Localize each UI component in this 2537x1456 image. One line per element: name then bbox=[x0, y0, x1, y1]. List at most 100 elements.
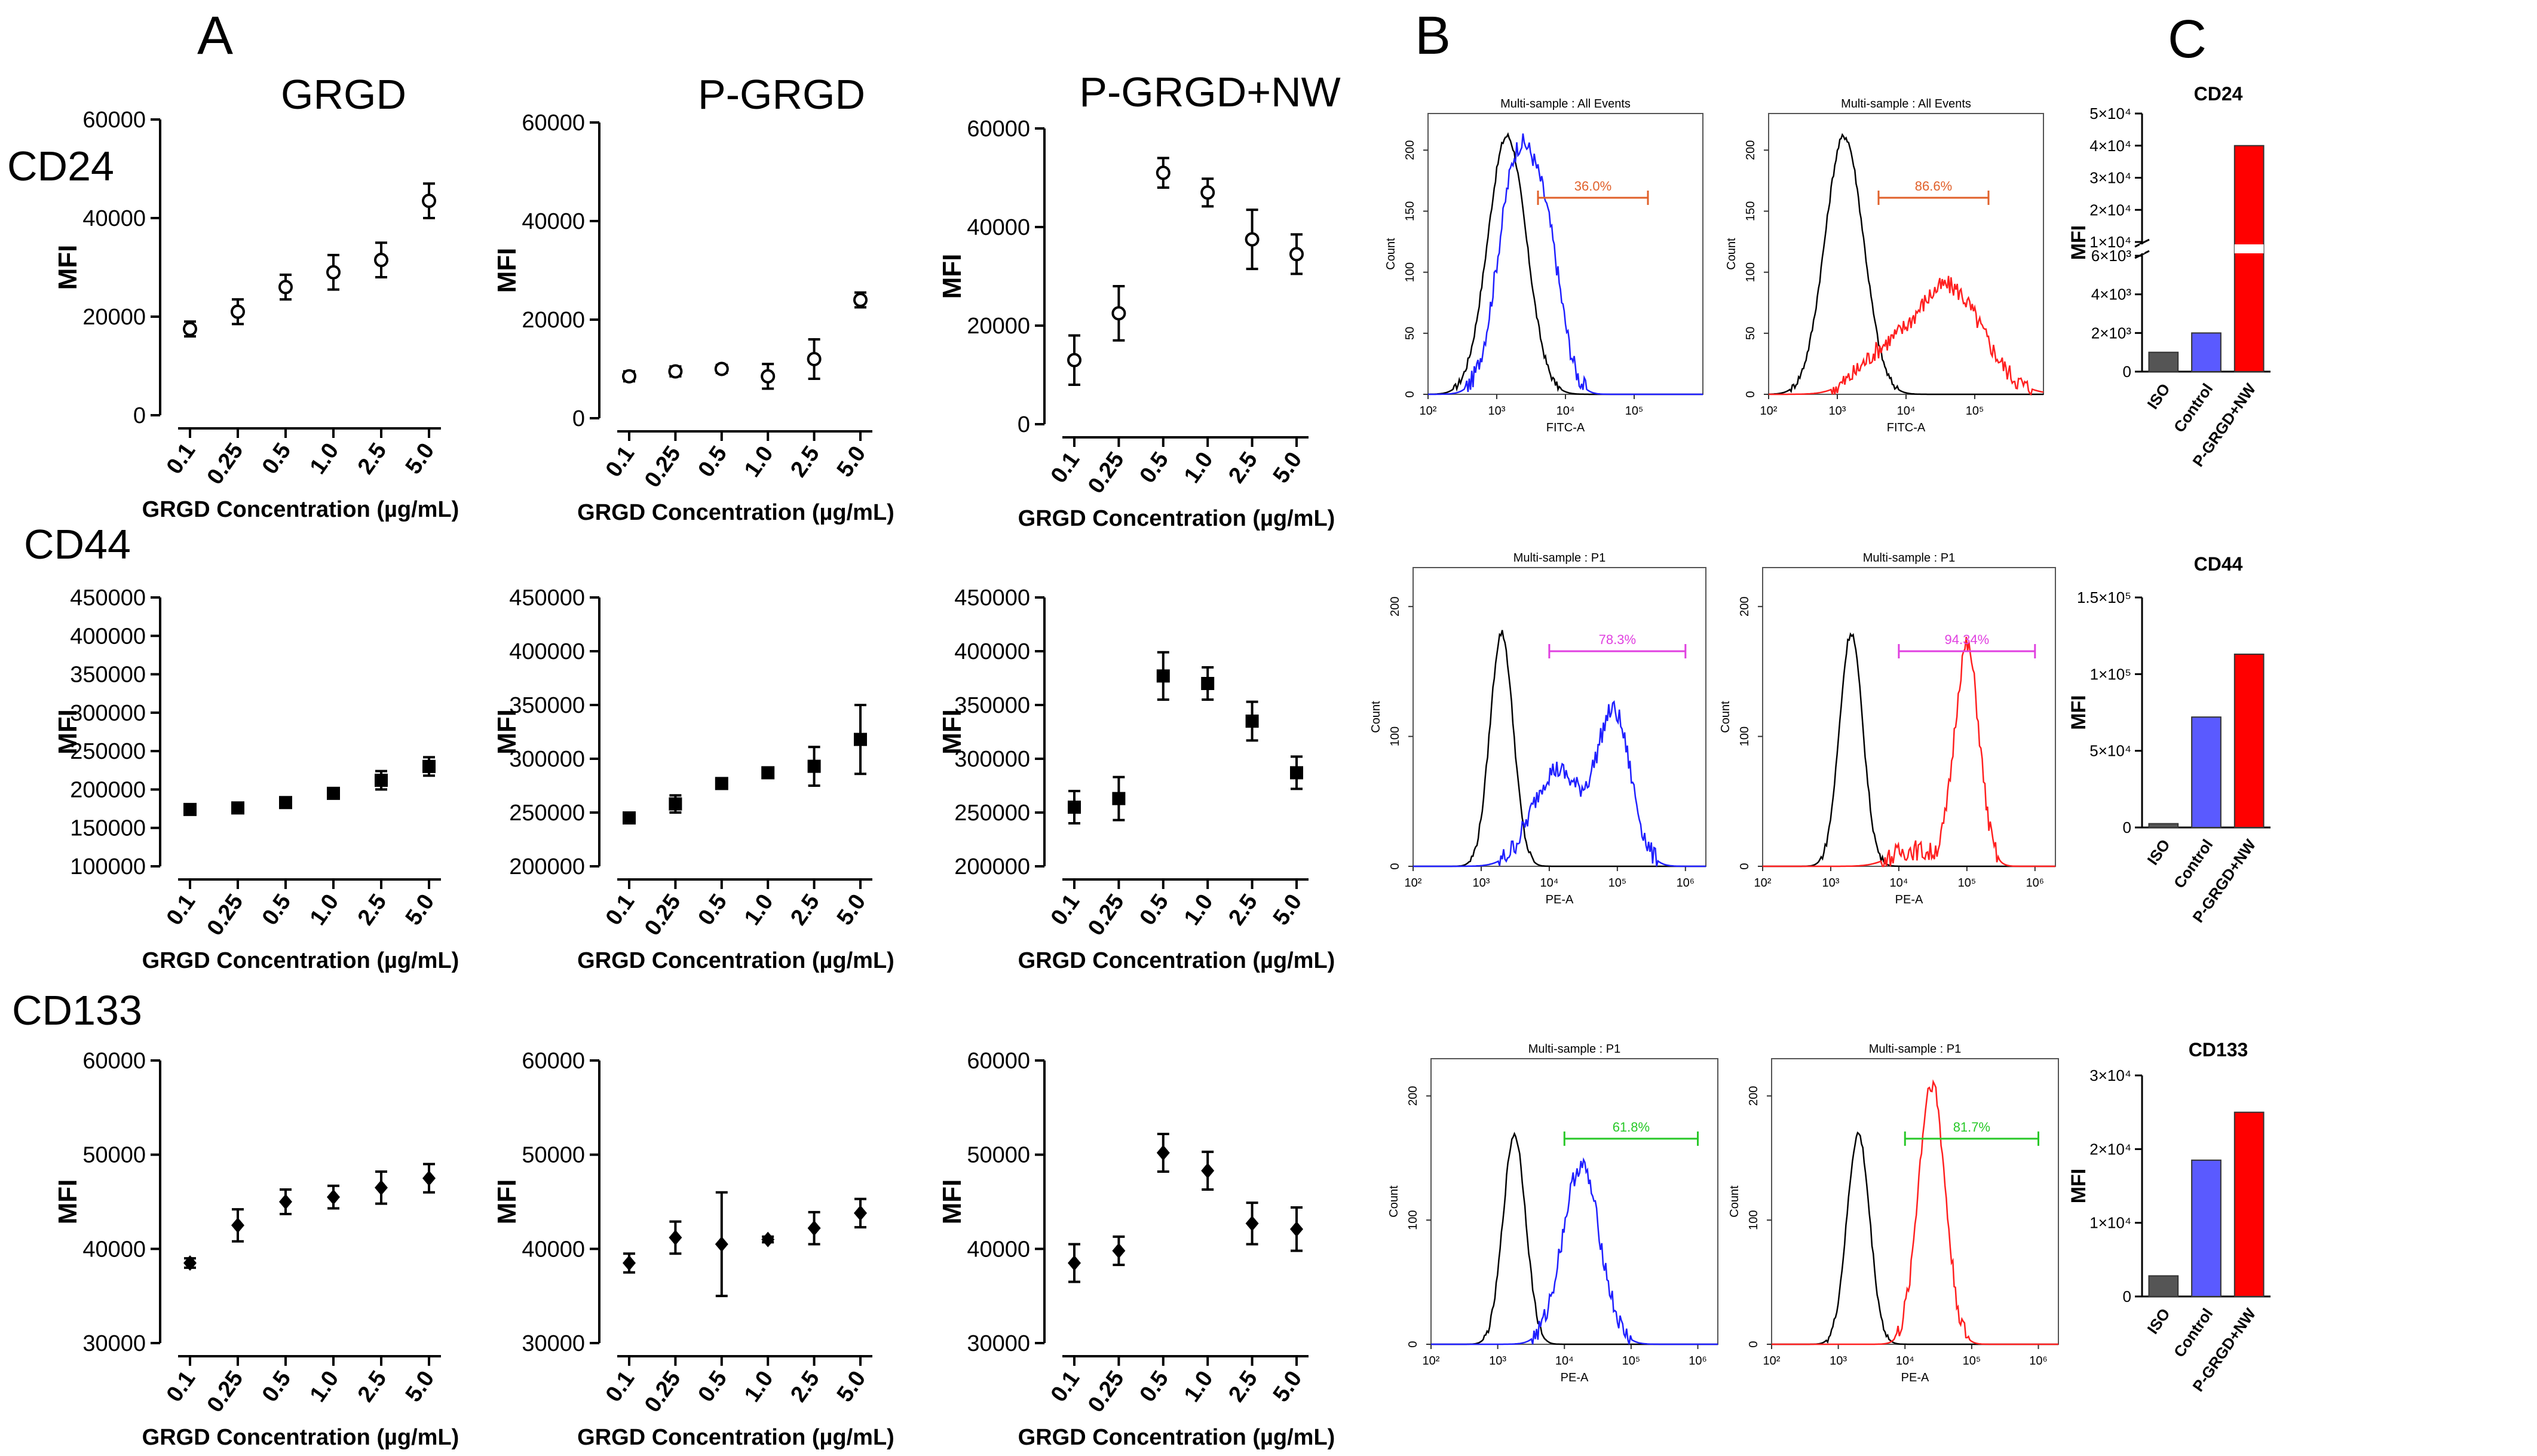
y-axis-label: MFI bbox=[53, 709, 82, 755]
y-tick-label: 400000 bbox=[509, 639, 585, 664]
data-point bbox=[669, 1230, 682, 1246]
y-tick-label: 1.5×10⁵ bbox=[2077, 588, 2131, 606]
data-point bbox=[327, 786, 340, 800]
data-point bbox=[1201, 677, 1215, 690]
x-tick-label: 10³ bbox=[1829, 404, 1846, 418]
data-point bbox=[1200, 185, 1215, 200]
y-tick-label: 0 bbox=[1404, 391, 1417, 397]
x-tick-label: 10⁵ bbox=[1622, 1354, 1641, 1368]
y-tick-label: 0 bbox=[2123, 363, 2131, 381]
y-tick-label: 450000 bbox=[70, 586, 146, 611]
sample-histogram bbox=[1772, 1079, 2058, 1345]
y-tick-label: 350000 bbox=[70, 663, 146, 688]
x-tick-label: 10³ bbox=[1473, 876, 1490, 890]
y-tick-label: 40000 bbox=[82, 1237, 146, 1262]
y-tick-label: 200 bbox=[1738, 597, 1751, 617]
data-point bbox=[231, 801, 244, 815]
y-axis-label: MFI bbox=[937, 254, 967, 299]
y-tick-label: 100 bbox=[1744, 262, 1757, 282]
x-tick-label: 10⁶ bbox=[2029, 1354, 2047, 1368]
y-tick-label: 0 bbox=[1389, 863, 1402, 869]
x-tick-label: 10² bbox=[1423, 1354, 1440, 1368]
x-tick-label: 10² bbox=[1763, 1354, 1781, 1368]
x-tick-label: 10⁵ bbox=[1966, 404, 1984, 418]
flow-histogram-b-cd24-1: Multi-sample : All Events 0 50 100 150 200 10²… bbox=[1384, 97, 1703, 434]
y-axis-label: Count bbox=[1728, 1185, 1741, 1218]
y-tick-label: 0 bbox=[133, 403, 146, 428]
y-tick-label: 4×10³ bbox=[2091, 286, 2132, 304]
x-tick-label: 10⁶ bbox=[1677, 876, 1695, 890]
x-axis-label: GRGD Concentration (µg/mL) bbox=[1018, 948, 1335, 973]
data-point bbox=[183, 1255, 197, 1271]
y-tick-label: 40000 bbox=[522, 209, 585, 234]
x-tick-label: 10⁵ bbox=[1625, 404, 1644, 418]
y-tick-label: 300000 bbox=[70, 701, 146, 726]
y-tick-label: 20000 bbox=[522, 308, 585, 333]
bar bbox=[2148, 823, 2179, 829]
y-tick-label: 0 bbox=[1407, 1341, 1420, 1347]
axis-break-mark bbox=[2134, 250, 2150, 259]
y-tick-label: 200000 bbox=[509, 854, 585, 879]
y-tick-label: 300000 bbox=[509, 747, 585, 772]
data-point bbox=[623, 811, 636, 824]
data-point bbox=[231, 1217, 244, 1233]
y-tick-label: 100 bbox=[1407, 1210, 1420, 1230]
y-tick-label: 300000 bbox=[954, 747, 1030, 772]
flow-histogram-b-cd44-1: Multi-sample : P1 0 100 200 10² 10³ 10⁴ 10⁵ 10⁶ P… bbox=[1369, 551, 1706, 906]
y-tick-label: 60000 bbox=[522, 1049, 585, 1074]
y-tick-label: 20000 bbox=[967, 314, 1030, 339]
x-axis-label: GRGD Concentration (µg/mL) bbox=[577, 948, 894, 973]
y-axis-label: MFI bbox=[492, 1179, 522, 1225]
bar bbox=[2148, 351, 2179, 373]
data-point bbox=[714, 361, 729, 376]
data-point bbox=[1245, 715, 1259, 728]
x-axis-label: PE-A bbox=[1895, 893, 1923, 906]
y-tick-label: 50 bbox=[1744, 327, 1757, 340]
y-tick-label: 0 bbox=[2123, 819, 2131, 836]
y-tick-label: 1×10⁴ bbox=[2089, 233, 2131, 251]
y-tick-label: 60000 bbox=[967, 1049, 1030, 1074]
y-axis-label: Count bbox=[1719, 701, 1732, 733]
y-axis-label: MFI bbox=[53, 1179, 82, 1225]
y-axis-label: MFI bbox=[2067, 1169, 2090, 1204]
data-point bbox=[761, 766, 775, 780]
y-tick-label: 1×10⁴ bbox=[2089, 1214, 2131, 1232]
bar bbox=[2233, 653, 2265, 828]
y-tick-label: 2×10⁴ bbox=[2089, 1140, 2131, 1158]
data-point bbox=[807, 1220, 821, 1236]
flow-histogram-b-cd133-1: Multi-sample : P1 0 100 200 10² 10³ 10⁴ 10⁵ 10⁶ P… bbox=[1387, 1043, 1718, 1384]
data-point bbox=[1068, 801, 1081, 814]
data-point bbox=[1112, 1243, 1126, 1259]
data-point bbox=[669, 797, 682, 811]
x-axis-label: GRGD Concentration (µg/mL) bbox=[142, 948, 459, 973]
x-tick-label: 10⁴ bbox=[1555, 1354, 1574, 1368]
sample-histogram bbox=[1431, 1157, 1718, 1345]
data-point bbox=[375, 774, 388, 787]
x-tick-label: 10⁴ bbox=[1897, 404, 1916, 418]
column-title-pgrgd-nw: P-GRGD+NW bbox=[1079, 69, 1341, 115]
y-tick-label: 50 bbox=[1404, 327, 1417, 340]
y-axis-label: MFI bbox=[937, 1179, 967, 1225]
histogram-title: Multi-sample : All Events bbox=[1841, 97, 1971, 111]
y-tick-label: 4×10⁴ bbox=[2089, 137, 2131, 155]
sample-histogram bbox=[1763, 636, 2055, 868]
y-tick-label: 40000 bbox=[82, 206, 146, 231]
y-tick-label: 400000 bbox=[954, 639, 1030, 664]
data-point bbox=[1067, 352, 1081, 367]
y-tick-label: 1×10⁵ bbox=[2090, 665, 2131, 683]
data-point bbox=[375, 1179, 388, 1196]
y-tick-label: 40000 bbox=[967, 215, 1030, 240]
data-point bbox=[1111, 306, 1126, 321]
x-tick-label: 10⁴ bbox=[1556, 404, 1575, 418]
x-axis-label: GRGD Concentration (µg/mL) bbox=[577, 1425, 894, 1450]
y-axis-label: MFI bbox=[2067, 225, 2090, 260]
data-point bbox=[1245, 1215, 1259, 1231]
data-point bbox=[422, 1170, 436, 1187]
x-tick-label: 10⁴ bbox=[1540, 876, 1558, 890]
y-tick-label: 0 bbox=[1747, 1341, 1760, 1347]
flow-histogram-b-cd24-2: Multi-sample : All Events 0 50 100 150 200 10²… bbox=[1725, 97, 2044, 434]
chart-title: CD44 bbox=[2194, 553, 2243, 575]
y-tick-label: 250000 bbox=[954, 801, 1030, 826]
column-title-pgrgd: P-GRGD bbox=[698, 71, 865, 118]
x-tick-label: 10³ bbox=[1488, 404, 1506, 418]
